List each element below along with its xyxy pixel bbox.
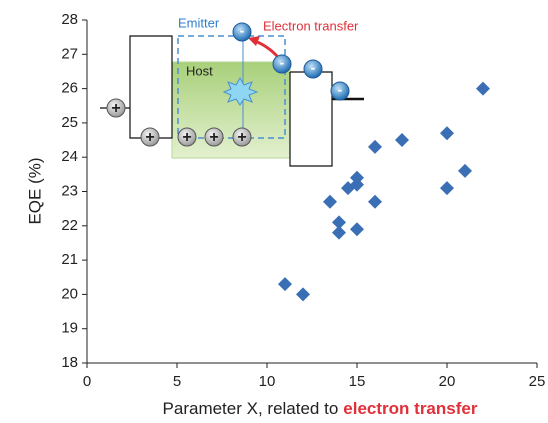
x-tick-label: 25 bbox=[529, 373, 546, 390]
electron-sign: - bbox=[280, 55, 285, 71]
point bbox=[368, 140, 382, 154]
electron-sign: - bbox=[240, 23, 245, 39]
hole-sign: + bbox=[237, 129, 246, 146]
electron-sign: - bbox=[338, 82, 343, 98]
point bbox=[296, 287, 310, 301]
y-tick-label: 22 bbox=[61, 217, 78, 234]
y-tick-label: 26 bbox=[61, 80, 78, 97]
y-tick-label: 24 bbox=[61, 148, 78, 165]
y-tick-label: 25 bbox=[61, 114, 78, 131]
y-tick-label: 27 bbox=[61, 45, 78, 62]
x-tick-label: 0 bbox=[83, 373, 91, 390]
point bbox=[476, 82, 490, 96]
point bbox=[332, 226, 346, 240]
x-axis-label-main: Parameter X, related to bbox=[163, 399, 339, 418]
point bbox=[350, 222, 364, 236]
emitter-label: Emitter bbox=[178, 15, 220, 30]
hole-sign: + bbox=[111, 100, 120, 117]
y-axis-label: EQE (%) bbox=[25, 157, 44, 224]
inset-diagram: Emitter Electron transfer Host bbox=[100, 15, 364, 166]
point bbox=[458, 164, 472, 178]
point bbox=[440, 181, 454, 195]
y-tick-label: 28 bbox=[61, 11, 78, 28]
x-axis-label-emphasis: electron transfer bbox=[343, 399, 478, 418]
y-tick-label: 23 bbox=[61, 182, 78, 199]
right-level bbox=[290, 72, 332, 166]
hole-sign: + bbox=[145, 129, 154, 146]
y-tick-label: 18 bbox=[61, 354, 78, 371]
x-tick-label: 20 bbox=[439, 373, 456, 390]
hole-sign: + bbox=[182, 129, 191, 146]
point bbox=[395, 133, 409, 147]
hole-sign: + bbox=[209, 129, 218, 146]
point bbox=[440, 126, 454, 140]
point bbox=[323, 195, 337, 209]
point bbox=[278, 277, 292, 291]
transfer-label: Electron transfer bbox=[263, 18, 359, 33]
electron-sign: - bbox=[311, 60, 316, 76]
x-tick-label: 15 bbox=[349, 373, 366, 390]
x-tick-label: 5 bbox=[173, 373, 181, 390]
point bbox=[368, 195, 382, 209]
x-tick-label: 10 bbox=[259, 373, 276, 390]
y-tick-label: 20 bbox=[61, 285, 78, 302]
y-tick-label: 21 bbox=[61, 251, 78, 268]
y-tick-label: 19 bbox=[61, 320, 78, 337]
host-label: Host bbox=[186, 63, 213, 78]
chart: Emitter Electron transfer Host + + + + + - - - -… bbox=[0, 0, 548, 423]
exciton-burst bbox=[224, 78, 257, 105]
left-level bbox=[100, 36, 172, 138]
